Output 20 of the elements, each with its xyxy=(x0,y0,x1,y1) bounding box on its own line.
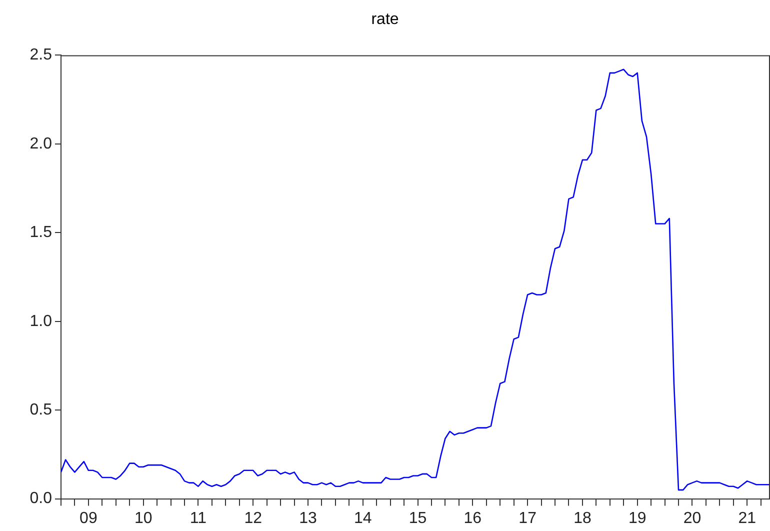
y-tick-label: 1.5 xyxy=(30,224,52,242)
y-tick-label: 0.0 xyxy=(30,490,52,508)
y-tick-label: 2.5 xyxy=(30,46,52,64)
y-tick-label: 0.5 xyxy=(30,401,52,418)
x-tick-label: 20 xyxy=(683,510,702,527)
y-tick-label: 1.0 xyxy=(30,312,52,330)
x-tick-label: 09 xyxy=(80,510,98,527)
x-tick-label: 12 xyxy=(244,510,262,527)
x-tick-label: 17 xyxy=(518,510,537,527)
y-tick-label: 2.0 xyxy=(30,135,52,152)
x-tick-label: 15 xyxy=(408,510,427,527)
chart-title: rate xyxy=(371,11,399,28)
x-tick-label: 14 xyxy=(354,510,372,527)
x-tick-label: 21 xyxy=(738,510,756,527)
x-tick-label: 13 xyxy=(299,510,318,527)
x-tick-label: 10 xyxy=(134,510,152,527)
x-tick-label: 18 xyxy=(574,510,592,527)
x-tick-label: 19 xyxy=(628,510,646,527)
x-tick-label: 11 xyxy=(190,510,207,527)
x-tick-label: 16 xyxy=(464,510,482,527)
